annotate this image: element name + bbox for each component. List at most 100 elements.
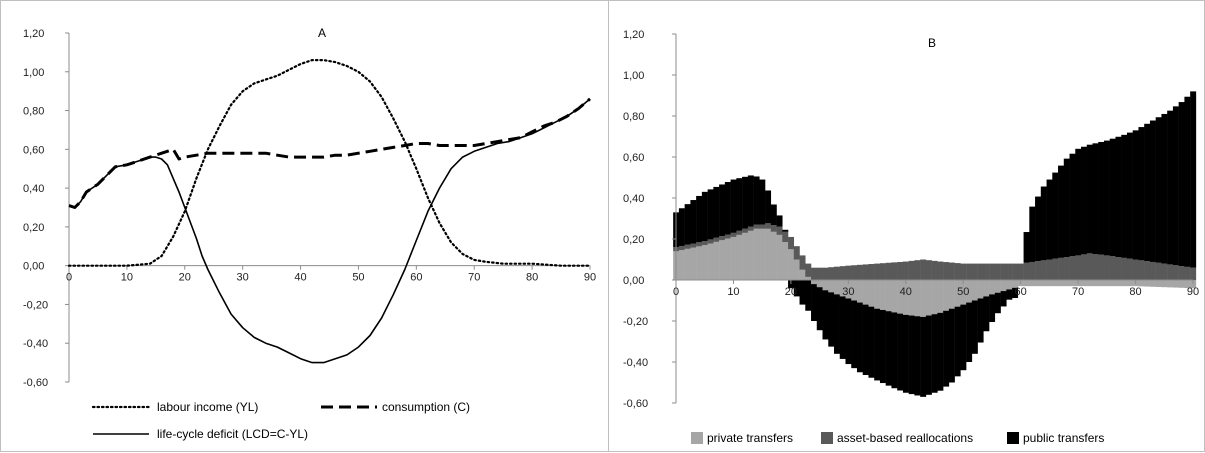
private-transfers-bar — [713, 241, 720, 280]
asset-based-reallocations-bar — [1109, 256, 1116, 280]
private-transfers-bar — [868, 280, 875, 307]
public-transfers-bar — [839, 296, 846, 359]
x-tick-label: 80 — [1129, 286, 1141, 298]
asset-based-reallocations-bar — [1149, 261, 1156, 280]
asset-based-reallocations-bar — [1063, 257, 1070, 280]
public-transfers-bar — [1000, 291, 1007, 307]
legend-swatch — [1007, 432, 1019, 444]
consumption-line — [68, 97, 591, 209]
private-transfers-bar — [1103, 280, 1110, 287]
asset-based-reallocations-bar — [759, 224, 766, 229]
asset-based-reallocations-bar — [920, 259, 927, 280]
asset-based-reallocations-bar — [862, 264, 869, 280]
public-transfers-bar — [1126, 132, 1133, 259]
x-tick-label: 20 — [785, 286, 797, 298]
asset-based-reallocations-bar — [885, 262, 892, 280]
private-transfers-bar — [1046, 280, 1053, 287]
private-transfers-bar — [1000, 280, 1007, 292]
y-tick-label: -0,20 — [23, 299, 48, 311]
asset-based-reallocations-bar — [770, 224, 777, 232]
public-transfers-bar — [690, 200, 697, 244]
asset-based-reallocations-bar — [839, 266, 846, 280]
asset-based-reallocations-bar — [1058, 257, 1065, 280]
private-transfers-bar — [782, 242, 789, 280]
private-transfers-bar — [1063, 280, 1070, 287]
private-transfers-bar — [874, 280, 881, 309]
public-transfers-bar — [977, 298, 984, 343]
chart-title: A — [318, 26, 326, 40]
asset-based-reallocations-bar — [1081, 254, 1087, 281]
asset-based-reallocations-bar — [678, 245, 685, 251]
asset-based-reallocations-bar — [1075, 255, 1082, 280]
asset-based-reallocations-bar — [1138, 260, 1145, 280]
asset-based-reallocations-bar — [1029, 261, 1036, 280]
asset-based-reallocations-bar — [1046, 259, 1053, 280]
public-transfers-bar — [724, 182, 731, 235]
y-tick-label: 0,80 — [23, 106, 44, 118]
asset-based-reallocations-bar — [1167, 264, 1174, 280]
public-transfers-bar — [747, 175, 754, 227]
x-tick-label: 70 — [1072, 286, 1084, 298]
public-transfers-bar — [684, 204, 691, 245]
public-transfers-bar — [1035, 196, 1042, 262]
chart-a: -0,60 -0,40 -0,20 0,00 0,20 0,40 0,60 0,80 1,00 1… — [23, 26, 596, 441]
private-transfers-bar — [966, 280, 973, 303]
private-transfers-bar — [1109, 280, 1116, 287]
public-transfers-bar — [891, 312, 898, 389]
public-transfers-bar — [983, 296, 990, 332]
asset-based-reallocations-bar — [1052, 258, 1059, 280]
asset-based-reallocations-bar — [914, 260, 921, 280]
asset-based-reallocations-bar — [736, 230, 743, 235]
asset-based-reallocations-bar — [994, 263, 1001, 280]
asset-based-reallocations-bar — [805, 263, 812, 277]
asset-based-reallocations-bar — [1103, 255, 1110, 280]
private-transfers-bar — [1115, 280, 1122, 287]
public-transfers-bar — [1092, 143, 1099, 255]
public-transfers-bar — [914, 316, 921, 396]
private-transfers-bar — [730, 236, 737, 280]
public-transfers-bar — [902, 314, 909, 393]
private-transfers-bar — [684, 248, 691, 280]
x-tick-label: 20 — [179, 272, 191, 284]
public-transfers-bar — [1058, 165, 1065, 258]
chart-title: B — [928, 36, 936, 50]
asset-based-reallocations-bar — [816, 267, 823, 280]
legend-swatch — [691, 432, 703, 444]
y-tick-label: 1,00 — [623, 70, 644, 82]
asset-based-reallocations-bar — [707, 239, 714, 244]
asset-based-reallocations-bar — [1086, 253, 1093, 280]
life-cycle-deficit-line — [68, 98, 591, 364]
x-tick-label: 60 — [1015, 286, 1027, 298]
private-transfers-bar — [1006, 280, 1013, 290]
private-transfers-bar — [1121, 280, 1128, 287]
public-transfers-bar — [937, 312, 944, 391]
private-transfers-bar — [759, 228, 766, 280]
x-tick-label: 50 — [957, 286, 969, 298]
private-transfers-bar — [1167, 280, 1174, 288]
public-transfers-bar — [1052, 172, 1059, 259]
private-transfers-bar — [1029, 280, 1036, 287]
asset-based-reallocations-bar — [1012, 263, 1019, 280]
x-tick-label: 40 — [900, 286, 912, 298]
public-transfers-bar — [742, 176, 749, 229]
asset-based-reallocations-bar — [1000, 263, 1007, 280]
public-transfers-bar — [759, 179, 766, 225]
private-transfers-bar — [925, 280, 932, 316]
asset-based-reallocations-bar — [856, 264, 863, 280]
asset-based-reallocations-bar — [1184, 266, 1191, 280]
public-transfers-bar — [931, 314, 938, 393]
asset-based-reallocations-bar — [701, 241, 708, 246]
asset-based-reallocations-bar — [851, 265, 858, 280]
public-transfers-bar — [1167, 110, 1174, 265]
private-transfers-bar — [1155, 280, 1162, 287]
legend-label: labour income (YL) — [157, 400, 258, 414]
asset-based-reallocations-bar — [782, 231, 789, 243]
private-transfers-bar — [989, 280, 996, 295]
public-transfers-bar — [696, 195, 703, 243]
private-transfers-bar — [977, 280, 984, 299]
public-transfers-bar — [1144, 123, 1151, 262]
public-transfers-bar — [782, 229, 789, 232]
asset-based-reallocations-bar — [891, 262, 898, 280]
private-transfers-bar — [696, 246, 703, 280]
private-transfers-bar — [1098, 280, 1105, 287]
